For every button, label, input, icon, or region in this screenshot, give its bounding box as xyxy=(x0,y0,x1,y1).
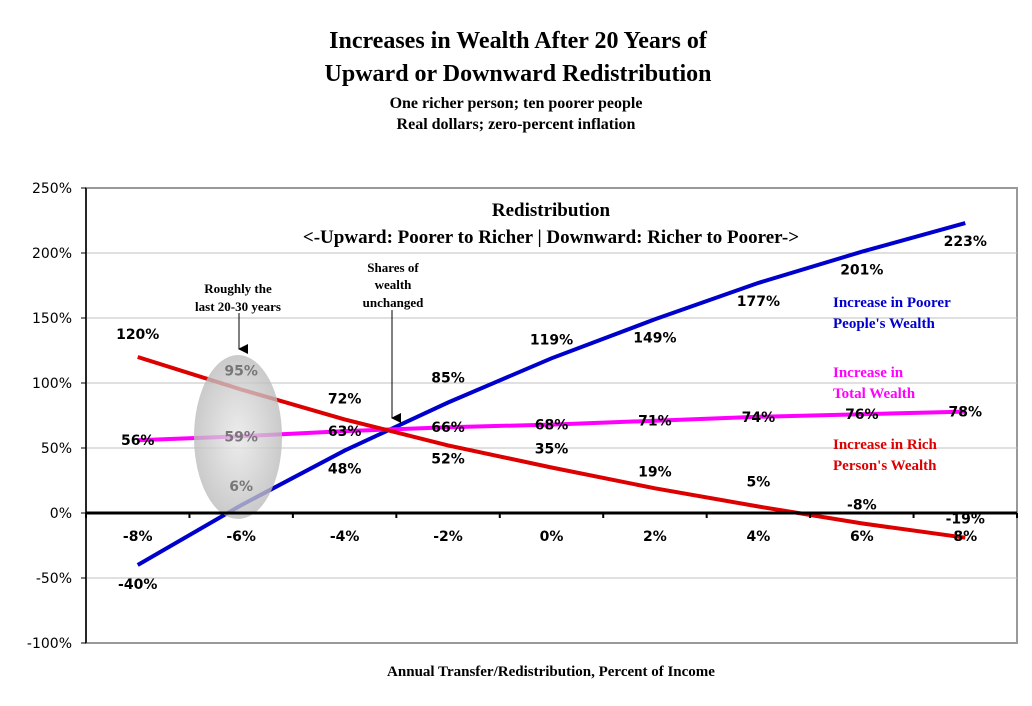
chart-title-line2: Upward or Downward Redistribution xyxy=(325,61,712,87)
x-tick-label: 8% xyxy=(953,529,977,545)
data-label: 66% xyxy=(431,420,465,436)
data-label: 56% xyxy=(121,433,155,449)
y-tick-label: 100% xyxy=(32,376,72,392)
data-label: 52% xyxy=(431,451,465,467)
data-label: 19% xyxy=(638,464,672,480)
data-label: 72% xyxy=(328,391,362,407)
data-label: -8% xyxy=(847,497,877,513)
legend-rich-line2: Person's Wealth xyxy=(833,458,937,474)
annotation-unchanged-line3: unchanged xyxy=(363,295,424,310)
chart-subtitle-1: One richer person; ten poorer people xyxy=(390,95,643,112)
data-label: 85% xyxy=(431,371,465,387)
x-tick-label: 2% xyxy=(643,529,667,545)
data-label: 223% xyxy=(944,234,987,250)
data-label: 74% xyxy=(742,410,776,426)
y-tick-label: 150% xyxy=(32,311,72,327)
legend-total-line1: Increase in xyxy=(833,365,904,381)
data-label: 48% xyxy=(328,462,362,478)
data-label: 149% xyxy=(633,330,676,346)
data-label: -19% xyxy=(946,512,985,528)
data-label: 35% xyxy=(535,442,569,458)
annotation-recent-line2: last 20-30 years xyxy=(195,299,281,314)
y-tick-label: -50% xyxy=(36,571,72,587)
y-tick-label: -100% xyxy=(27,636,72,652)
annotation-recent-line1: Roughly the xyxy=(204,281,272,296)
x-tick-label: -4% xyxy=(330,529,360,545)
x-tick-label: -6% xyxy=(226,529,256,545)
inner-title: Redistribution xyxy=(492,200,611,221)
legend-rich-line1: Increase in Rich xyxy=(833,437,938,453)
x-tick-label: -8% xyxy=(123,529,153,545)
y-tick-label: 0% xyxy=(50,506,72,522)
data-label: 120% xyxy=(116,327,159,343)
x-tick-label: 6% xyxy=(850,529,874,545)
data-label: 68% xyxy=(535,418,569,434)
data-label: 71% xyxy=(638,414,672,430)
chart-subtitle-2: Real dollars; zero-percent inflation xyxy=(397,116,636,133)
x-tick-label: 0% xyxy=(540,529,564,545)
data-label: 119% xyxy=(530,332,573,348)
legend-poorer-line2: People's Wealth xyxy=(833,316,935,332)
y-tick-label: 250% xyxy=(32,181,72,197)
x-axis-label: Annual Transfer/Redistribution, Percent … xyxy=(387,664,715,680)
data-label: 177% xyxy=(737,294,780,310)
data-label: 78% xyxy=(949,405,983,421)
inner-subtitle: <-Upward: Poorer to Richer | Downward: R… xyxy=(303,227,799,248)
x-tick-label: 4% xyxy=(746,529,770,545)
chart-title: Increases in Wealth After 20 Years of xyxy=(329,28,708,54)
data-label: -40% xyxy=(118,577,157,593)
data-label: 59% xyxy=(224,429,258,445)
data-label: 95% xyxy=(224,364,258,380)
legend-poorer-line1: Increase in Poorer xyxy=(833,295,951,311)
y-tick-label: 50% xyxy=(41,441,72,457)
annotation-unchanged-line2: wealth xyxy=(375,277,413,292)
data-label: 6% xyxy=(229,479,253,495)
x-tick-label: -2% xyxy=(433,529,463,545)
annotation-unchanged-line1: Shares of xyxy=(367,260,419,275)
highlight-ellipse xyxy=(194,355,282,519)
data-label: 63% xyxy=(328,424,362,440)
y-tick-label: 200% xyxy=(32,246,72,262)
data-label: 201% xyxy=(840,263,883,279)
data-label: 76% xyxy=(845,407,879,423)
legend-total-line2: Total Wealth xyxy=(833,386,916,402)
data-label: 5% xyxy=(746,475,770,491)
